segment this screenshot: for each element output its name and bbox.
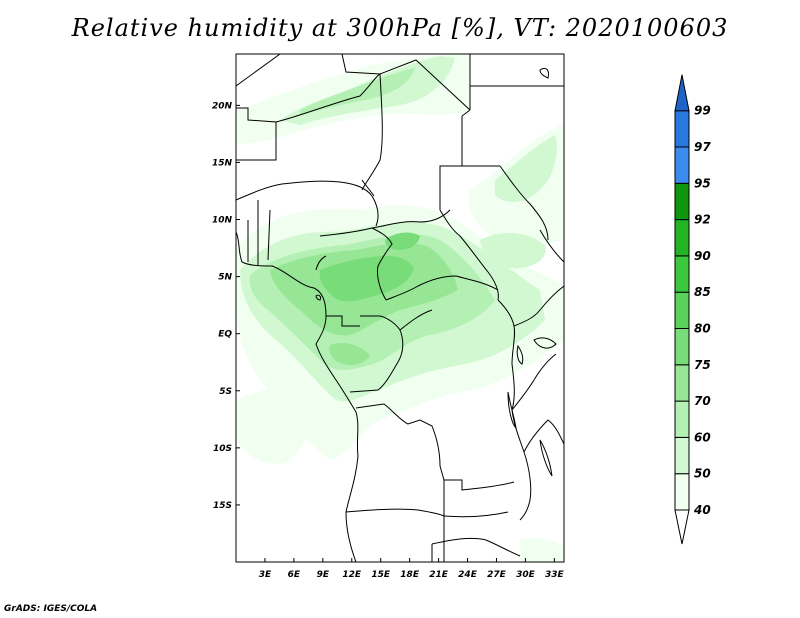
lon-axis: 3E 6E 9E 12E 15E 18E 21E 24E 27E 30E 33E <box>259 558 565 580</box>
border-line <box>345 508 445 517</box>
humidity-area <box>495 135 557 202</box>
colorbar-level-label: 99 <box>694 104 711 118</box>
colorbar-level-label: 60 <box>694 430 711 444</box>
colorbar-swatch <box>674 328 690 366</box>
colorbar-swatch <box>674 436 690 475</box>
lake-outline <box>533 337 557 349</box>
colorbar-level-label: 97 <box>694 140 711 154</box>
border-line <box>431 537 521 557</box>
country-borders <box>236 54 564 562</box>
lon-tick-label: 30E <box>516 570 536 580</box>
border-line <box>236 180 373 201</box>
humidity-area <box>385 232 420 250</box>
colorbar-above-triangle <box>674 74 690 112</box>
lat-axis: 20N 15N 10N 5N EQ 5S 10S 15S <box>212 101 240 511</box>
border-line <box>236 107 277 161</box>
colorbar-swatch <box>674 473 690 511</box>
border-line <box>267 209 271 261</box>
humidity-area <box>300 68 415 115</box>
lake-outline <box>516 344 524 365</box>
border-line <box>315 255 327 271</box>
border-line <box>341 54 381 75</box>
lon-tick-label: 27E <box>487 570 507 580</box>
humidity-area <box>319 429 342 459</box>
lat-tick-label: 5N <box>218 273 232 283</box>
lat-tick-label: 20N <box>212 101 233 111</box>
border-line <box>236 54 281 87</box>
lake-outline <box>539 67 549 79</box>
humidity-area <box>520 537 564 562</box>
border-line <box>539 229 564 263</box>
lon-tick-label: 12E <box>342 570 362 580</box>
border-line <box>513 285 564 327</box>
humidity-area <box>329 343 370 366</box>
border-line <box>439 465 515 491</box>
plot-frame <box>235 53 565 563</box>
lake-outline <box>507 391 517 430</box>
border-line <box>461 109 471 117</box>
colorbar-swatch <box>674 255 690 293</box>
colorbar-swatch <box>674 146 690 184</box>
map-title: Relative humidity at 300hPa [%], VT: 202… <box>71 14 729 42</box>
colorbar-swatch <box>674 364 690 402</box>
border-line <box>439 209 499 301</box>
border-line <box>355 403 441 467</box>
border-line <box>511 353 557 411</box>
lat-tick-label: 10S <box>213 444 232 454</box>
border-line <box>443 511 509 518</box>
border-line <box>523 419 564 453</box>
colorbar-level-label: 85 <box>694 285 711 299</box>
border-line <box>499 165 549 241</box>
border-line <box>326 315 360 327</box>
grads-credit: GrADS: IGES/COLA <box>4 604 98 614</box>
humidity-area <box>480 233 546 269</box>
colorbar-swatch <box>674 110 690 148</box>
lake-outline <box>539 439 553 477</box>
humidity-area <box>236 387 314 464</box>
lon-tick-label: 9E <box>317 570 330 580</box>
lon-tick-label: 21E <box>429 570 449 580</box>
colorbar-level-label: 70 <box>694 394 711 408</box>
humidity-area <box>319 255 414 302</box>
lon-tick-label: 33E <box>545 570 565 580</box>
colorbar-swatch <box>674 400 690 438</box>
colorbar-level-label: 40 <box>693 503 711 517</box>
lat-tick-label: 15N <box>212 158 233 168</box>
colorbar-legend: 40 50 60 70 75 80 85 90 92 95 97 99 <box>674 74 711 545</box>
island-outline <box>315 294 321 301</box>
colorbar-level-label: 90 <box>694 249 711 263</box>
humidity-field <box>236 54 564 562</box>
border-line <box>319 227 393 301</box>
colorbar-level-label: 50 <box>694 467 711 481</box>
colorbar-swatch <box>674 182 690 221</box>
lat-tick-label: EQ <box>218 330 232 340</box>
border-line <box>349 315 404 393</box>
colorbar-swatch <box>674 291 690 330</box>
lat-tick-label: 10N <box>212 216 233 226</box>
coastline <box>361 179 375 197</box>
border-line <box>399 309 433 331</box>
lon-tick-label: 15E <box>371 570 391 580</box>
lon-tick-label: 18E <box>400 570 420 580</box>
colorbar-below-triangle <box>674 509 690 545</box>
lon-tick-label: 3E <box>259 570 272 580</box>
colorbar-level-label: 95 <box>694 176 711 190</box>
lat-tick-label: 15S <box>213 501 232 511</box>
border-line <box>379 59 471 111</box>
colorbar-level-label: 75 <box>694 358 711 372</box>
lon-tick-label: 24E <box>458 570 478 580</box>
coastline <box>236 231 359 562</box>
colorbar-level-label: 80 <box>694 322 711 336</box>
colorbar-level-label: 92 <box>694 213 711 227</box>
border-line <box>371 195 379 227</box>
lat-tick-label: 5S <box>219 387 232 397</box>
border-line <box>385 275 499 301</box>
lon-tick-label: 6E <box>288 570 301 580</box>
border-line <box>371 209 451 229</box>
colorbar-swatch <box>674 219 690 257</box>
border-line <box>519 451 532 521</box>
border-line <box>439 116 463 210</box>
